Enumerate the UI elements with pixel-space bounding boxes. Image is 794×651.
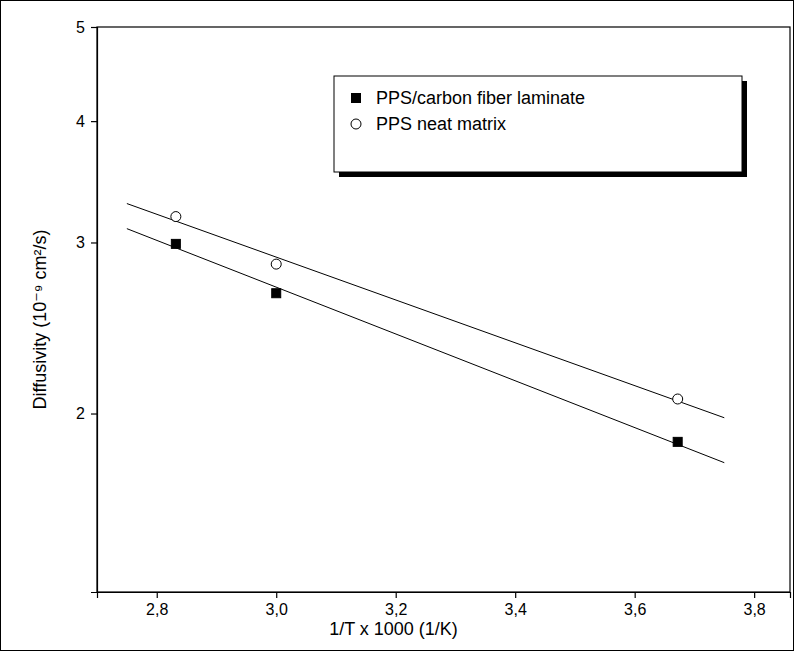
data-point [673,437,682,446]
marks [127,204,724,463]
y-tick: 2 [76,405,97,422]
x-tick-label: 3,6 [624,601,646,618]
y-axis-title: Diffusivity (10⁻⁹ cm²/s) [30,230,50,410]
x-tick-mark [635,592,636,598]
x-tick-label: 3,4 [505,601,527,618]
y-tick-label: 3 [76,234,85,251]
x-tick: 2,8 [146,592,168,618]
legend-box [334,76,742,172]
y-tick: 4 [76,113,97,130]
y-tick: 3 [76,234,97,251]
plot-frame [97,27,790,592]
y-tick: 5 [76,19,97,36]
y-tick-label: 4 [76,113,85,130]
x-tick-mark [396,592,397,598]
x-tick: 3,0 [266,592,288,618]
y-tick-label: 5 [76,19,85,36]
fit-line [127,229,724,463]
legend-item: PPS/carbon fiber laminate [352,88,586,108]
x-axis: 2,8 3,0 3,2 3,4 3,6 3,8 [98,592,791,618]
x-tick: 3,6 [624,592,646,618]
x-tick-mark [157,592,158,598]
data-point [673,394,683,404]
legend: PPS/carbon fiber laminate PPS neat matrix [334,76,747,177]
x-axis-line [98,593,791,599]
x-tick-label: 3,0 [266,601,288,618]
y-tick-label: 2 [76,405,85,422]
chart: 2,8 3,0 3,2 3,4 3,6 3,8 2 3 4 5 PPS/carbon fiber l… [0,0,794,651]
y-tick-mark [91,242,97,243]
x-tick: 3,8 [744,592,766,618]
x-tick: 3,4 [505,592,527,618]
x-tick-label: 2,8 [146,601,168,618]
data-point [271,259,281,269]
x-tick-mark [754,592,755,598]
legend-marker [352,94,361,103]
legend-label: PPS/carbon fiber laminate [376,88,585,108]
x-tick: 3,2 [385,592,407,618]
y-tick-mark [91,27,97,28]
legend-label: PPS neat matrix [376,114,506,134]
x-axis-title: 1/T x 1000 (1/K) [329,619,458,639]
fit-line [127,204,724,418]
data-point [272,289,281,298]
y-axis-line [91,28,98,593]
data-point [171,239,180,248]
x-tick-mark [276,592,277,598]
x-tick-mark [515,592,516,598]
data-point [171,212,181,222]
x-tick-label: 3,2 [385,601,407,618]
legend-item: PPS neat matrix [351,114,506,134]
outer-border [1,1,794,651]
legend-marker [351,119,361,129]
x-tick-label: 3,8 [744,601,766,618]
plot: 2,8 3,0 3,2 3,4 3,6 3,8 2 3 4 5 PPS/carbon fiber l… [76,19,790,619]
y-axis: 2 3 4 5 [76,19,97,593]
y-tick-mark [91,413,97,414]
y-tick-mark [91,121,97,122]
